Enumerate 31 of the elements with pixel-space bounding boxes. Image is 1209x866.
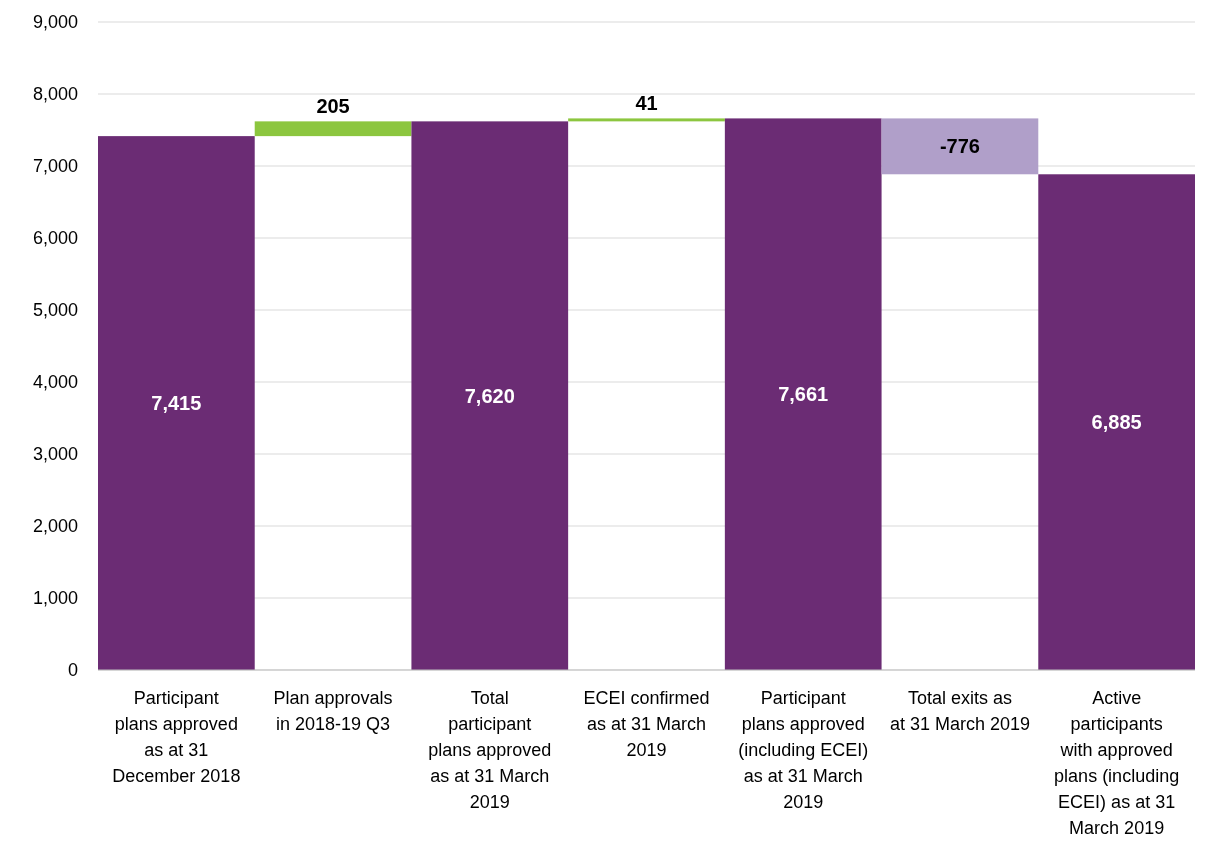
data-label: 7,661 (778, 383, 829, 406)
y-tick-label: 8,000 (32, 84, 78, 104)
x-tick-label: Total participant plans approved as at 31 March 2019 (428, 688, 552, 812)
data-label: 41 (635, 92, 658, 115)
data-label: 7,415 (151, 392, 202, 415)
bar (98, 136, 255, 670)
bar (568, 118, 725, 122)
bar (411, 121, 569, 670)
bar (254, 121, 412, 137)
y-tick-label: 1,000 (32, 588, 78, 608)
data-label: 6,885 (1091, 411, 1142, 434)
y-tick-label: 2,000 (32, 516, 78, 536)
y-tick-label: 5,000 (32, 300, 78, 320)
y-tick-label: 3,000 (32, 444, 78, 464)
bar (724, 118, 882, 670)
x-tick-label: Active participants with approved plans (including ECEI) as at 31 March 2019 (1054, 688, 1180, 838)
x-tick-label: Total exits as at 31 March 2019 (889, 688, 1030, 734)
bar (1038, 174, 1195, 670)
bar (881, 118, 1039, 175)
x-tick-label: Participant plans approved as at 31 December 2018 (112, 688, 241, 786)
data-label: -776 (939, 135, 980, 158)
x-tick-label: Participant plans approved (including ECEI) as at 31 March 2019 (738, 688, 869, 812)
y-tick-label: 7,000 (32, 156, 78, 176)
y-tick-label: 4,000 (32, 372, 78, 392)
y-tick-label: 9,000 (32, 12, 78, 32)
y-tick-label: 6,000 (32, 228, 78, 248)
data-label: 7,620 (464, 384, 515, 407)
data-label: 205 (316, 95, 350, 118)
y-tick-label: 0 (67, 660, 78, 680)
x-tick-label: ECEI confirmed as at 31 March 2019 (583, 688, 710, 760)
x-tick-label: Plan approvals in 2018-19 Q3 (273, 688, 393, 734)
